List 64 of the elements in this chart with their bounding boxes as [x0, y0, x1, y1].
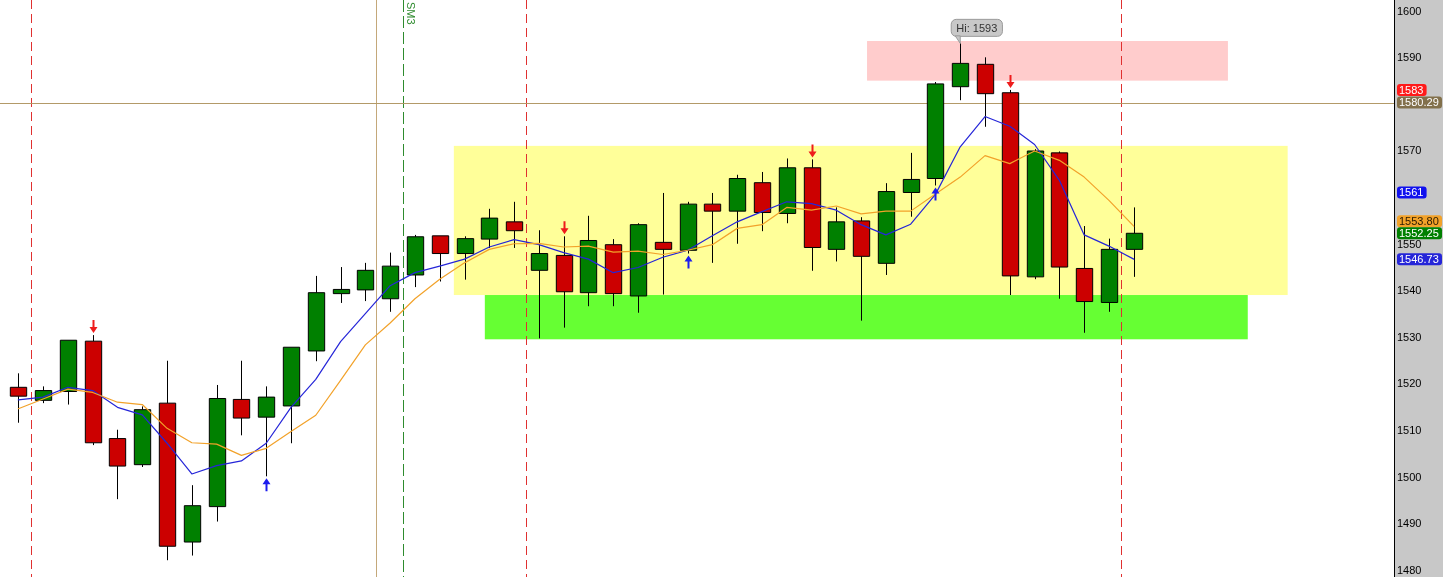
candlestick [133, 405, 152, 468]
candlestick [1050, 150, 1069, 300]
candlestick [803, 158, 822, 272]
candlestick [1100, 238, 1119, 313]
candlestick [381, 252, 400, 313]
candlestick [356, 262, 375, 302]
candlestick [257, 385, 276, 477]
y-tick-label: 1600 [1397, 4, 1422, 17]
y-tick-label: 1500 [1397, 470, 1422, 483]
y-tick-label: 1530 [1397, 330, 1422, 343]
candlestick [703, 192, 722, 264]
ref-line-label: 1580.29 [1399, 96, 1439, 109]
candlestick [679, 201, 698, 255]
candlestick [406, 234, 425, 288]
candlestick [579, 215, 598, 307]
candlestick [9, 372, 28, 424]
candlestick [1001, 89, 1020, 296]
y-tick-label: 1520 [1397, 377, 1422, 390]
candlestick [505, 201, 524, 249]
candlestick [530, 229, 549, 339]
candlestick [976, 56, 995, 128]
candlestick [1075, 225, 1094, 334]
candlestick [827, 206, 846, 262]
candlestick [232, 360, 251, 436]
text: 1553.80 [1399, 215, 1439, 228]
candlestick [208, 384, 227, 523]
text: 1561 [1399, 186, 1424, 199]
candlestick [753, 171, 772, 232]
annotation: SM3 [405, 2, 417, 25]
y-tick-label: 1570 [1397, 144, 1422, 157]
text: 1583 [1399, 83, 1424, 96]
candlestick [456, 235, 475, 281]
candlestick [728, 174, 747, 245]
candlestick [877, 182, 896, 276]
text: Hi: 1593 [956, 21, 998, 34]
candlestick [332, 266, 351, 304]
candlestick [926, 81, 945, 186]
candlestick [59, 339, 78, 406]
candlestick [654, 192, 673, 296]
text: 1552.25 [1399, 227, 1439, 240]
candlestick [778, 157, 797, 224]
candlestick [431, 235, 450, 283]
y-tick-label: 1590 [1397, 51, 1422, 64]
candlestick [108, 429, 127, 500]
candlestick [307, 275, 326, 362]
y-tick-label: 1480 [1397, 563, 1422, 576]
candlestick [1125, 206, 1144, 278]
candlestick [604, 238, 623, 307]
y-tick-label: 1490 [1397, 517, 1422, 530]
candlestick [158, 360, 177, 561]
candlestick [480, 208, 499, 249]
candlestick [183, 484, 202, 557]
candlestick [1026, 148, 1045, 280]
candlestick [555, 235, 574, 329]
candlestick [852, 216, 871, 322]
y-tick-label: 1510 [1397, 424, 1422, 437]
candlestick [629, 222, 648, 314]
y-tick-label: 1540 [1397, 284, 1422, 297]
candlestick [902, 152, 921, 218]
y-tick-label: 1550 [1397, 237, 1422, 250]
text: 1546.73 [1399, 252, 1439, 265]
candlestick [282, 346, 301, 444]
candlestick [951, 42, 970, 101]
candlestick [84, 334, 103, 446]
